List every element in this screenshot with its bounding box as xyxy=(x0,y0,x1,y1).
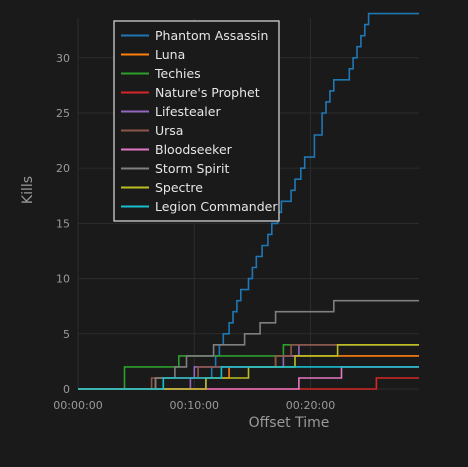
legend-label-spectre: Spectre xyxy=(155,180,203,195)
y-tick-label: 10 xyxy=(56,273,70,286)
y-axis-ticks: 0 5 10 15 20 25 30 xyxy=(56,52,70,396)
legend-label-legion-commander: Legion Commander xyxy=(155,199,278,214)
series-lines xyxy=(78,12,419,390)
legend-label-nature-s-prophet: Nature's Prophet xyxy=(155,85,260,100)
legend-label-techies: Techies xyxy=(154,66,201,81)
y-axis-title: Kills xyxy=(20,176,36,204)
x-axis-ticks: 00:00:00 00:10:00 00:20:00 xyxy=(53,399,335,412)
series-line-legion-commander xyxy=(78,366,419,390)
legend-label-phantom-assassin: Phantom Assassin xyxy=(155,28,268,43)
legend: Phantom Assassin Luna Techies Nature's Prop… xyxy=(113,20,280,222)
y-tick-label: 30 xyxy=(56,52,70,65)
series-line-nature-s-prophet xyxy=(78,377,419,390)
x-tick-label: 00:20:00 xyxy=(286,399,335,412)
legend-label-lifestealer: Lifestealer xyxy=(155,104,221,119)
legend-label-storm-spirit: Storm Spirit xyxy=(155,161,230,176)
y-tick-label: 15 xyxy=(56,217,70,230)
x-tick-label: 00:00:00 xyxy=(53,399,102,412)
series-line-techies xyxy=(78,344,419,390)
y-tick-label: 20 xyxy=(56,162,70,175)
y-tick-label: 5 xyxy=(63,328,70,341)
y-tick-label: 25 xyxy=(56,107,70,120)
legend-label-luna: Luna xyxy=(155,47,185,62)
x-tick-label: 00:10:00 xyxy=(170,399,219,412)
x-axis-title: Offset Time xyxy=(249,415,330,431)
y-tick-label: 0 xyxy=(63,383,70,396)
legend-label-ursa: Ursa xyxy=(155,123,183,138)
legend-label-bloodseeker: Bloodseeker xyxy=(155,142,233,157)
